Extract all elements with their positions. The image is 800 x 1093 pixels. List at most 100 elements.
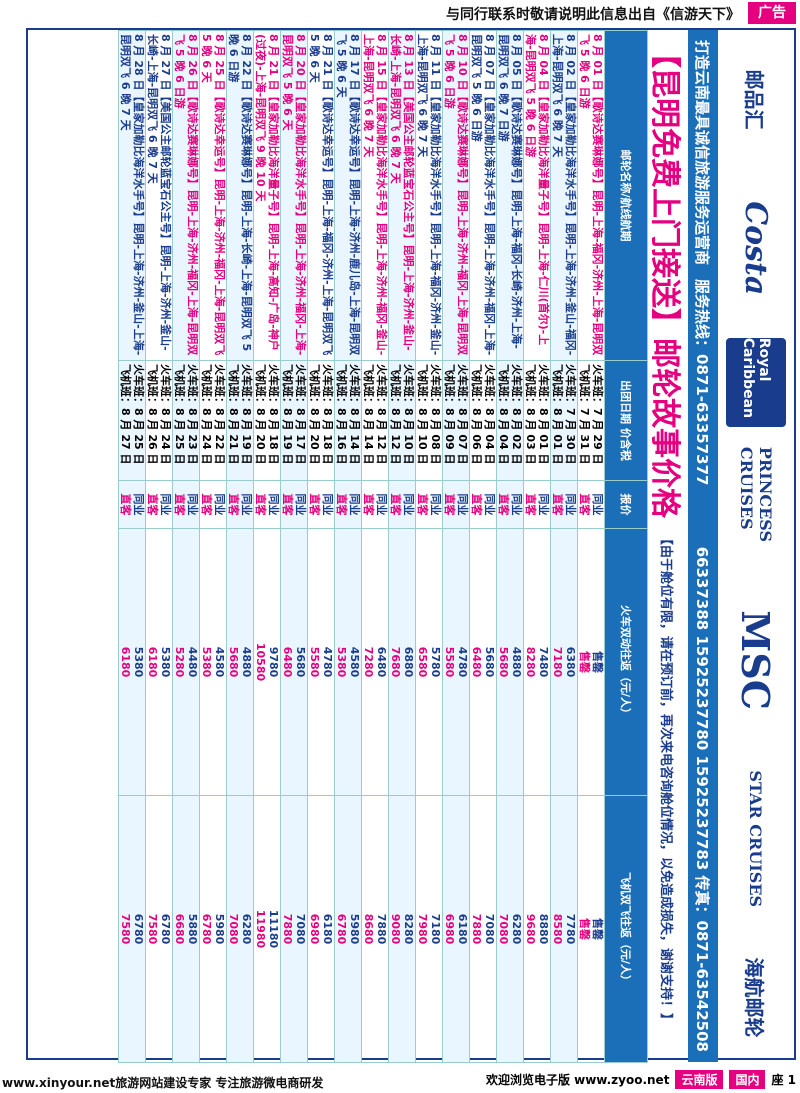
trade-label: 同业 — [483, 493, 496, 516]
flight-trade-price: 6280 — [240, 913, 253, 945]
section-pill: 国内 — [729, 1070, 766, 1089]
price-type-cell: 同业 直客 — [496, 480, 524, 529]
train-trade-price: 4780 — [321, 646, 334, 678]
train-retail-price: 8280 — [524, 646, 537, 678]
date-cell: 火车班：8 月 01 日飞机班：8 月 03 日 — [523, 360, 551, 481]
retail-label: 直客 — [227, 493, 240, 516]
flight-date: 飞机班：8 月 12 日 — [389, 364, 402, 465]
retail-label: 直客 — [389, 493, 402, 516]
train-trade-price: 5680 — [483, 646, 496, 678]
train-retail-price: 5580 — [308, 646, 321, 678]
route-cell: 8 月 25 日【歌诗达幸运号】昆明-上海-济州-福冈-上海-昆明双飞 5 晚 … — [199, 30, 227, 361]
flight-trade-price: 5980 — [348, 913, 361, 945]
flight-date: 飞机班：8 月 09 日 — [443, 364, 456, 465]
flight-trade-price: 6180 — [321, 913, 334, 945]
retail-label: 直客 — [551, 493, 564, 516]
retail-label: 直客 — [173, 493, 186, 516]
train-date: 火车班：8 月 23 日 — [186, 364, 199, 465]
table-row: 8 月 20 日【皇家加勒比海洋水手号】昆明-上海-济州-福冈-上海-昆明双飞 … — [280, 30, 308, 1063]
train-date: 火车班：8 月 04 日 — [483, 364, 496, 465]
flight-price-cell: 7180 7980 — [415, 795, 443, 1063]
train-date: 火车班：8 月 22 日 — [213, 364, 226, 465]
price-type-cell: 同业 直客 — [550, 480, 578, 529]
train-price-cell: 4780 5580 — [307, 528, 335, 796]
logo-star-cruises: STAR CRUISES — [746, 770, 766, 908]
price-type-cell: 同业 直客 — [388, 480, 416, 529]
train-trade-price: 9780 — [267, 646, 280, 678]
flight-retail-price: 6980 — [443, 913, 456, 945]
retail-label: 直客 — [200, 493, 213, 516]
table-row: 8 月 27 日【美国公主邮轮蓝宝石公主号】昆明-上海-济州-釜山-长崎-上海-… — [145, 30, 173, 1063]
flight-trade-price: 售罄 — [591, 918, 604, 940]
flight-retail-price: 9080 — [389, 913, 402, 945]
trade-label: 同业 — [186, 493, 199, 516]
flight-price-cell: 6780 7580 — [145, 795, 173, 1063]
trade-label: 同业 — [240, 493, 253, 516]
date-cell: 火车班：8 月 23 日飞机班：8 月 25 日 — [172, 360, 200, 481]
retail-label: 直客 — [443, 493, 456, 516]
route-cell: 8 月 05 日【歌诗达赛琳娜号】昆明-上海-福冈-长崎-济州-上海-昆明双飞 … — [496, 30, 524, 361]
table-row: 8 月 04 日【皇家加勒比海洋量子号】昆明-上海-仁川(首尔)-上海-昆明双飞… — [523, 30, 551, 1063]
date-cell: 火车班：8 月 04 日飞机班：8 月 06 日 — [469, 360, 497, 481]
train-trade-price: 4580 — [348, 646, 361, 678]
flight-trade-price: 8280 — [402, 913, 415, 945]
flight-price-cell: 5980 6780 — [199, 795, 227, 1063]
trade-label: 同业 — [537, 493, 550, 516]
route-text: 8 月 05 日【歌诗达赛琳娜号】昆明-上海-福冈-长崎-济州-上海-昆明双飞 … — [497, 34, 523, 349]
trade-label: 同业 — [159, 493, 172, 516]
flight-price-cell: 5980 6780 — [334, 795, 362, 1063]
train-trade-price: 售罄 — [591, 651, 604, 673]
price-type-cell: 同业 直客 — [577, 480, 605, 529]
train-retail-price: 10580 — [254, 642, 267, 682]
route-text: 8 月 28 日【皇家加勒比海洋水手号】昆明-上海-济州-釜山-上海-昆明双飞 … — [119, 34, 145, 356]
train-date: 火车班：8 月 18 日 — [267, 364, 280, 465]
date-cell: 火车班：8 月 10 日飞机班：8 月 12 日 — [388, 360, 416, 481]
flight-trade-price: 6780 — [132, 913, 145, 945]
route-text: 8 月 26 日【歌诗达赛琳娜号】昆明-上海-济州-福冈-上海-昆明双飞 5 晚… — [173, 34, 199, 356]
table-row: 8 月 01 日【歌诗达赛琳娜号】昆明-上海-福冈-济州-上海-昆明双飞 5 晚… — [577, 30, 605, 1063]
col-route: 邮轮名称/航线航期 — [604, 30, 648, 361]
train-price-cell: 5780 6580 — [415, 528, 443, 796]
flight-retail-price: 6780 — [335, 913, 348, 945]
route-cell: 8 月 17 日【歌诗达幸运号】昆明-上海-济州-鹿儿岛-上海-昆明双飞 5 晚… — [334, 30, 362, 361]
edition-pill: 云南版 — [675, 1070, 724, 1089]
train-trade-price: 4480 — [186, 646, 199, 678]
footer-bar: www.xinyour.net旅游网站建设专家 专注旅游微电商研发 欢迎浏览电子… — [0, 1068, 800, 1093]
flight-date: 飞机班：8 月 01 日 — [551, 364, 564, 465]
train-retail-price: 7680 — [389, 646, 402, 678]
retail-label: 直客 — [119, 493, 132, 516]
headline-note: 【由于舱位有限，请在预订前，再次来电咨询舱位情况，以免造成损失，谢谢支持！】 — [658, 532, 674, 1027]
retail-label: 直客 — [524, 493, 537, 516]
col-train-price: 火车双动往返（元/人） — [604, 528, 648, 796]
route-text: 8 月 20 日【皇家加勒比海洋水手号】昆明-上海-济州-福冈-上海-昆明双飞 … — [281, 34, 307, 356]
trade-label: 同业 — [375, 493, 388, 516]
train-date: 火车班：8 月 10 日 — [402, 364, 415, 465]
train-date: 火车班：8 月 14 日 — [348, 364, 361, 465]
price-type-cell: 同业 直客 — [361, 480, 389, 529]
route-cell: 8 月 21 日【歌诗达幸运号】昆明-上海-福冈-济州-上海-昆明双飞 5 晚 … — [307, 30, 335, 361]
date-cell: 火车班：8 月 12 日飞机班：8 月 14 日 — [361, 360, 389, 481]
flight-retail-price: 6680 — [173, 913, 186, 945]
train-price-cell: 4480 5280 — [172, 528, 200, 796]
train-retail-price: 5580 — [443, 646, 456, 678]
price-type-cell: 同业 直客 — [469, 480, 497, 529]
top-notice-bar: 与同行联系时敬请说明此信息出自《信游天下》 广告 — [0, 0, 800, 26]
route-cell: 8 月 02 日【皇家加勒比海洋水手号】昆明-上海-济州-釜山-福冈-上海-昆明… — [550, 30, 578, 361]
trade-label: 同业 — [267, 493, 280, 516]
date-cell: 火车班：8 月 18 日飞机班：8 月 20 日 — [253, 360, 281, 481]
train-price-cell: 5680 6480 — [469, 528, 497, 796]
flight-retail-price: 8680 — [362, 913, 375, 945]
flight-date: 飞机班：8 月 06 日 — [470, 364, 483, 465]
train-trade-price: 4780 — [456, 646, 469, 678]
flight-price-cell: 6780 7580 — [118, 795, 146, 1063]
trade-label: 同业 — [132, 493, 145, 516]
table-row: 8 月 10 日【歌诗达赛琳娜号】昆明-上海-济州-福冈-上海-昆明双飞 5 晚… — [442, 30, 470, 1063]
flight-trade-price: 7880 — [375, 913, 388, 945]
logo-royal-caribbean: Royal Caribbean — [726, 337, 786, 427]
train-date: 火车班：7 月 29 日 — [591, 364, 604, 465]
trade-label: 同业 — [402, 493, 415, 516]
date-cell: 火车班：8 月 24 日飞机班：8 月 26 日 — [145, 360, 173, 481]
train-retail-price: 5680 — [227, 646, 240, 678]
flight-retail-price: 7580 — [146, 913, 159, 945]
train-retail-price: 7280 — [362, 646, 375, 678]
